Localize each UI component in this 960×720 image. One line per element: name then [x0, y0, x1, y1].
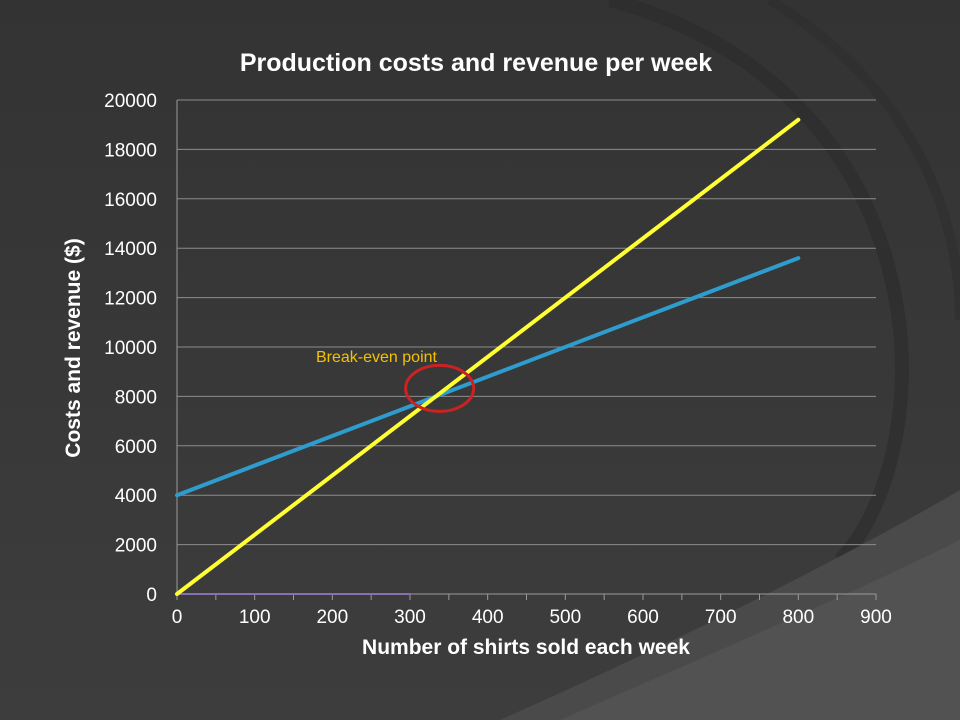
y-tick-label: 10000 — [104, 338, 157, 359]
decorative-arc — [767, 0, 960, 321]
x-tick-label: 800 — [782, 607, 814, 628]
x-axis-label: Number of shirts sold each week — [362, 636, 690, 659]
x-tick-label: 500 — [549, 607, 581, 628]
x-tick-label: 600 — [627, 607, 659, 628]
decorative-arc — [608, 0, 909, 565]
x-tick-label: 300 — [394, 607, 426, 628]
x-tick-label: 700 — [705, 607, 737, 628]
y-tick-label: 0 — [146, 585, 157, 606]
y-axis-label: Costs and revenue ($) — [62, 238, 85, 457]
x-tick-label: 0 — [172, 607, 183, 628]
x-tick-label: 900 — [860, 607, 892, 628]
decorative-corner-band — [560, 540, 960, 720]
x-tick-label: 200 — [316, 607, 348, 628]
y-tick-label: 16000 — [104, 190, 157, 211]
x-tick-label: 100 — [239, 607, 271, 628]
chart-title: Production costs and revenue per week — [240, 49, 712, 77]
series-line-1 — [175, 256, 801, 498]
break-even-label: Break-even point — [316, 349, 438, 366]
break-even-circle — [404, 363, 476, 413]
y-tick-label: 14000 — [104, 239, 157, 260]
y-tick-label: 2000 — [115, 536, 157, 557]
y-tick-label: 12000 — [104, 289, 157, 310]
y-tick-label: 20000 — [104, 91, 157, 112]
plot-area: 0200040006000800010000120001400016000180… — [104, 91, 892, 628]
y-tick-label: 18000 — [104, 140, 157, 161]
series-line-0 — [175, 117, 801, 596]
y-tick-label: 6000 — [115, 437, 157, 458]
y-tick-label: 8000 — [115, 387, 157, 408]
y-tick-label: 4000 — [115, 486, 157, 507]
x-tick-label: 400 — [472, 607, 504, 628]
